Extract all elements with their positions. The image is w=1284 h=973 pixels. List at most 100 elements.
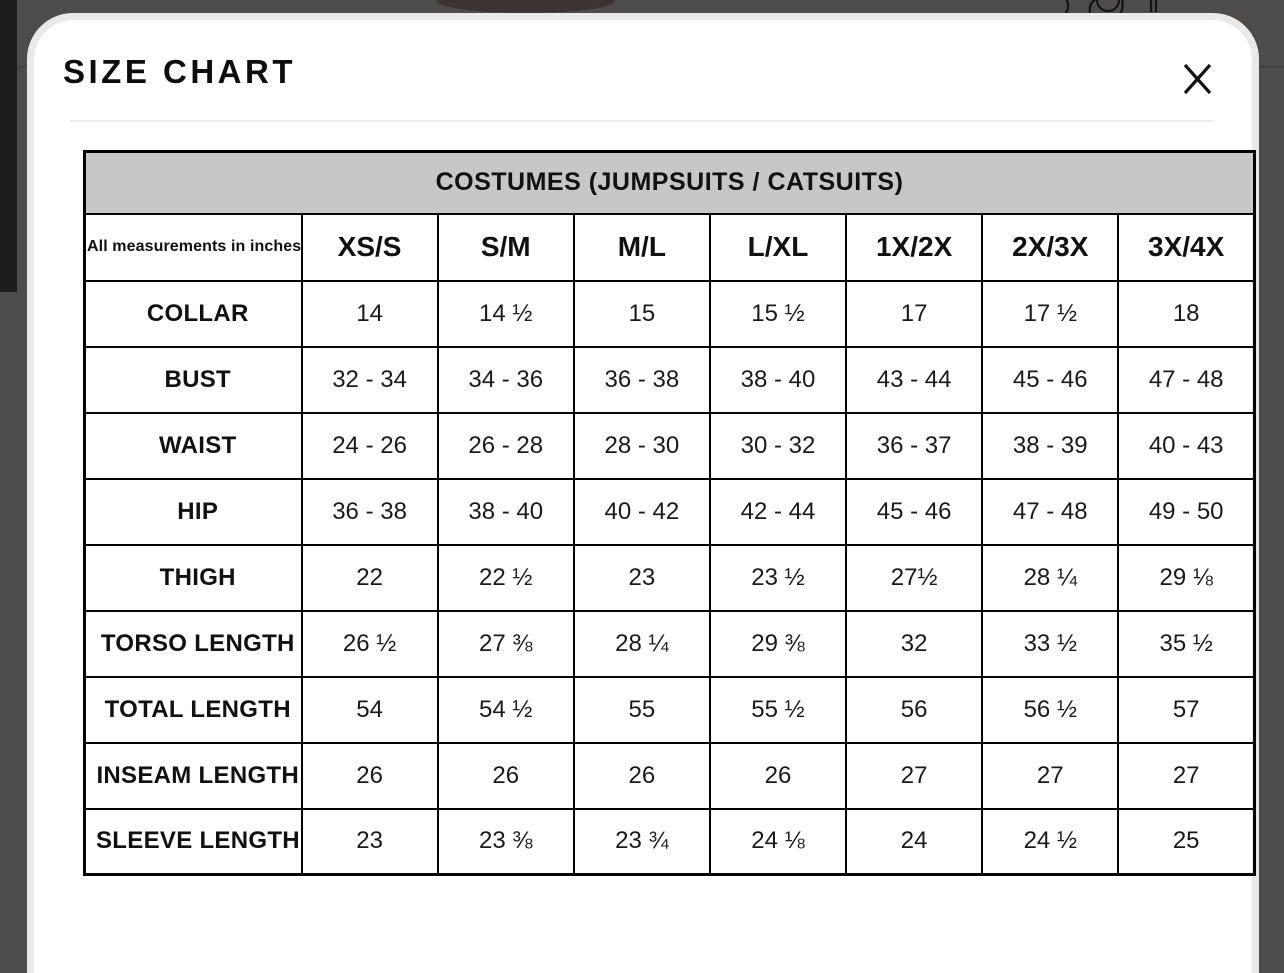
measurement-value: 25 xyxy=(1117,807,1256,876)
background-dark-strip xyxy=(0,0,17,292)
measurement-value: 26 xyxy=(300,741,439,810)
measurement-value: 56 xyxy=(845,675,984,744)
measurement-label: INSEAM LENGTH xyxy=(83,741,303,810)
table-row: SLEEVE LENGTH 23 23 ⅜ 23 ¾ 24 ⅛ 24 24 ½ 25 xyxy=(83,807,1256,876)
measurement-value: 23 xyxy=(300,807,439,876)
measurement-value: 24 ⅛ xyxy=(708,807,848,876)
measurement-value: 26 - 28 xyxy=(436,411,575,480)
size-column-header: 2X/3X xyxy=(981,212,1120,282)
table-caption: COSTUMES (JUMPSUITS / CATSUITS) xyxy=(83,150,1256,215)
measurement-value: 26 xyxy=(572,741,711,810)
measurement-value: 45 - 46 xyxy=(845,477,984,546)
measurement-value: 22 xyxy=(300,543,439,612)
size-column-header: L/XL xyxy=(708,212,848,282)
size-column-header: S/M xyxy=(436,212,575,282)
measurement-value: 36 - 38 xyxy=(300,477,439,546)
measurement-value: 24 - 26 xyxy=(300,411,439,480)
measurement-value: 45 - 46 xyxy=(981,345,1120,414)
measurement-value: 30 - 32 xyxy=(708,411,848,480)
measurement-value: 40 - 42 xyxy=(572,477,711,546)
measurement-value: 27 xyxy=(1117,741,1256,810)
measurement-label: COLLAR xyxy=(83,279,303,348)
measurement-value: 14 ½ xyxy=(436,279,575,348)
measurement-value: 26 ½ xyxy=(300,609,439,678)
table-row: WAIST 24 - 26 26 - 28 28 - 30 30 - 32 36 - 37… xyxy=(83,411,1256,480)
size-chart-modal: SIZE CHART COSTUMES (JUMPSUITS / CATSUIT… xyxy=(27,13,1259,973)
measurement-value: 28 - 30 xyxy=(572,411,711,480)
size-table: COSTUMES (JUMPSUITS / CATSUITS) All meas… xyxy=(83,150,1256,876)
measurement-value: 26 xyxy=(708,741,848,810)
measurement-note: All measurements in inches xyxy=(83,212,303,282)
size-table-body: COSTUMES (JUMPSUITS / CATSUITS) All meas… xyxy=(83,150,1256,876)
table-row: TORSO LENGTH 26 ½ 27 ⅜ 28 ¼ 29 ⅜ 32 33 ½ 35 ½ xyxy=(83,609,1256,678)
measurement-value: 17 xyxy=(845,279,984,348)
close-icon xyxy=(1183,63,1212,95)
measurement-value: 14 xyxy=(300,279,439,348)
measurement-value: 24 xyxy=(845,807,984,876)
measurement-value: 28 ¼ xyxy=(572,609,711,678)
measurement-value: 17 ½ xyxy=(981,279,1120,348)
measurement-value: 57 xyxy=(1117,675,1256,744)
measurement-value: 43 - 44 xyxy=(845,345,984,414)
size-column-header: XS/S xyxy=(300,212,439,282)
measurement-value: 23 xyxy=(572,543,711,612)
measurement-value: 38 - 39 xyxy=(981,411,1120,480)
close-button[interactable] xyxy=(1178,59,1218,99)
measurement-value: 33 ½ xyxy=(981,609,1120,678)
measurement-value: 36 - 37 xyxy=(845,411,984,480)
measurement-value: 24 ½ xyxy=(981,807,1120,876)
modal-header: SIZE CHART xyxy=(62,20,1224,99)
measurement-value: 18 xyxy=(1117,279,1256,348)
measurement-value: 38 - 40 xyxy=(436,477,575,546)
measurement-value: 34 - 36 xyxy=(436,345,575,414)
measurement-value: 27 xyxy=(845,741,984,810)
table-caption-row: COSTUMES (JUMPSUITS / CATSUITS) xyxy=(83,150,1256,215)
measurement-value: 38 - 40 xyxy=(708,345,848,414)
size-column-header: 1X/2X xyxy=(845,212,984,282)
modal-title: SIZE CHART xyxy=(63,53,296,90)
table-row: HIP 36 - 38 38 - 40 40 - 42 42 - 44 45 - 46 47… xyxy=(83,477,1256,546)
measurement-value: 32 xyxy=(845,609,984,678)
measurement-value: 15 ½ xyxy=(708,279,848,348)
measurement-value: 55 ½ xyxy=(708,675,848,744)
measurement-value: 29 ⅜ xyxy=(708,609,848,678)
measurement-value: 32 - 34 xyxy=(300,345,439,414)
measurement-value: 49 - 50 xyxy=(1117,477,1256,546)
measurement-value: 54 xyxy=(300,675,439,744)
measurement-value: 55 xyxy=(572,675,711,744)
measurement-label: BUST xyxy=(83,345,303,414)
measurement-value: 26 xyxy=(436,741,575,810)
measurement-value: 36 - 38 xyxy=(572,345,711,414)
measurement-label: TORSO LENGTH xyxy=(83,609,303,678)
measurement-value: 23 ½ xyxy=(708,543,848,612)
measurement-value: 23 ⅜ xyxy=(436,807,575,876)
table-row: TOTAL LENGTH 54 54 ½ 55 55 ½ 56 56 ½ 57 xyxy=(83,675,1256,744)
header-divider xyxy=(70,120,1214,122)
measurement-value: 23 ¾ xyxy=(572,807,711,876)
measurement-label: WAIST xyxy=(83,411,303,480)
measurement-value: 35 ½ xyxy=(1117,609,1256,678)
table-row: COLLAR 14 14 ½ 15 15 ½ 17 17 ½ 18 xyxy=(83,279,1256,348)
table-row: BUST 32 - 34 34 - 36 36 - 38 38 - 40 43 - 44 4… xyxy=(83,345,1256,414)
measurement-value: 47 - 48 xyxy=(1117,345,1256,414)
measurement-value: 28 ¼ xyxy=(981,543,1120,612)
size-column-header: 3X/4X xyxy=(1117,212,1256,282)
measurement-value: 40 - 43 xyxy=(1117,411,1256,480)
background-line-drawing xyxy=(1064,0,1158,14)
measurement-label: THIGH xyxy=(83,543,303,612)
measurement-value: 47 - 48 xyxy=(981,477,1120,546)
measurement-value: 22 ½ xyxy=(436,543,575,612)
table-row: THIGH 22 22 ½ 23 23 ½ 27½ 28 ¼ 29 ⅛ xyxy=(83,543,1256,612)
measurement-value: 29 ⅛ xyxy=(1117,543,1256,612)
measurement-value: 27½ xyxy=(845,543,984,612)
measurement-label: HIP xyxy=(83,477,303,546)
measurement-value: 27 ⅜ xyxy=(436,609,575,678)
measurement-value: 54 ½ xyxy=(436,675,575,744)
measurement-value: 27 xyxy=(981,741,1120,810)
measurement-label: TOTAL LENGTH xyxy=(83,675,303,744)
size-chart-modal-body: SIZE CHART COSTUMES (JUMPSUITS / CATSUIT… xyxy=(34,20,1256,973)
measurement-value: 56 ½ xyxy=(981,675,1120,744)
measurement-label: SLEEVE LENGTH xyxy=(83,807,303,876)
background-product-photo-edge xyxy=(437,0,615,13)
